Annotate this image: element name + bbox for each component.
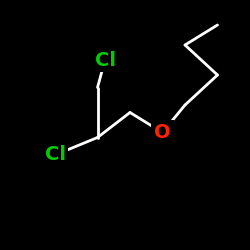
Text: Cl: Cl: [44, 146, 66, 165]
Text: Cl: Cl: [94, 50, 116, 70]
Text: O: O: [154, 123, 171, 142]
